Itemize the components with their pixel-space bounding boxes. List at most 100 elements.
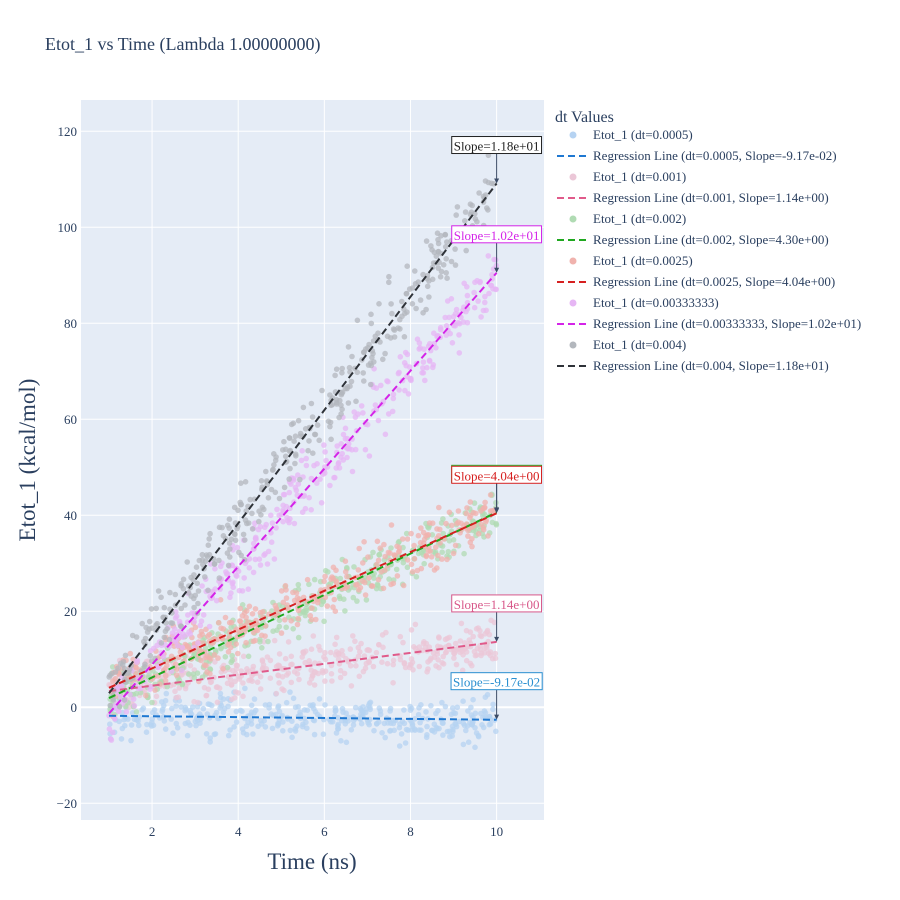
data-point <box>247 496 253 503</box>
data-point <box>463 649 470 655</box>
data-point <box>453 661 460 668</box>
data-point <box>461 550 467 557</box>
data-point <box>482 499 488 506</box>
data-point <box>321 578 327 585</box>
data-point <box>254 679 261 685</box>
data-point <box>182 720 189 727</box>
data-point <box>257 673 264 680</box>
data-point <box>365 554 371 560</box>
data-point <box>394 573 401 579</box>
data-point <box>377 545 384 551</box>
data-point <box>266 705 272 711</box>
data-point <box>178 704 184 710</box>
data-point <box>420 359 427 365</box>
data-point <box>425 548 432 554</box>
data-point <box>353 663 359 669</box>
data-point <box>228 659 234 666</box>
data-point <box>333 634 340 641</box>
data-point <box>419 370 425 376</box>
data-point <box>182 602 188 608</box>
data-point <box>308 646 315 652</box>
data-point <box>158 594 164 601</box>
data-point <box>252 637 258 644</box>
data-point <box>388 301 394 307</box>
x-tick-label: 2 <box>149 824 156 839</box>
legend-entry-scatter: Etot_1 (dt=0.001) <box>593 169 686 184</box>
data-point <box>475 733 482 740</box>
data-point <box>433 345 439 351</box>
data-point <box>220 709 227 716</box>
data-point <box>453 212 460 218</box>
data-point <box>407 375 414 382</box>
data-point <box>213 597 220 604</box>
data-point <box>243 639 249 646</box>
data-point <box>292 433 299 440</box>
data-point <box>199 551 206 558</box>
data-point <box>198 657 204 664</box>
data-point <box>224 680 231 687</box>
data-point <box>439 699 445 706</box>
annotation-box <box>451 465 543 484</box>
data-point <box>306 438 312 444</box>
slope-annotation: Slope=1.18e+01 <box>454 139 540 154</box>
data-point <box>347 646 354 652</box>
legend-entry-line: Regression Line (dt=0.001, Slope=1.14e+0… <box>593 190 829 205</box>
data-point <box>360 370 367 376</box>
data-point <box>287 689 293 695</box>
data-point <box>143 624 149 631</box>
annotation-arrowhead <box>494 178 500 184</box>
data-point <box>249 678 255 684</box>
data-point <box>443 270 450 276</box>
data-point <box>292 451 299 458</box>
data-point <box>332 372 338 379</box>
data-point <box>423 306 429 313</box>
data-point <box>389 408 396 415</box>
data-point <box>169 630 176 636</box>
data-point <box>337 674 344 681</box>
data-point <box>247 712 254 719</box>
legend-marker <box>569 299 577 307</box>
data-point <box>328 671 335 677</box>
data-point <box>245 653 252 660</box>
data-point <box>273 525 279 531</box>
data-point <box>376 301 382 307</box>
data-point <box>403 530 410 537</box>
slope-annotation: Slope=4.04e+00 <box>454 468 540 483</box>
data-point <box>257 686 264 692</box>
data-point <box>237 707 244 714</box>
data-point <box>408 705 415 712</box>
data-point <box>467 499 474 505</box>
data-point <box>447 330 454 337</box>
data-point <box>205 542 212 548</box>
data-point <box>433 710 439 717</box>
data-point <box>338 402 344 409</box>
data-point <box>342 608 348 614</box>
data-point <box>161 604 168 611</box>
data-point <box>199 583 205 589</box>
data-point <box>224 664 231 671</box>
data-point <box>195 640 201 646</box>
data-point <box>164 662 170 669</box>
data-point <box>227 676 234 683</box>
data-point <box>295 417 302 424</box>
data-point <box>140 705 147 711</box>
data-point <box>476 190 482 196</box>
data-point <box>411 726 418 732</box>
data-point <box>335 459 342 466</box>
data-point <box>355 644 362 651</box>
data-point <box>182 708 188 714</box>
data-point <box>355 411 361 417</box>
data-point <box>390 661 397 668</box>
data-point <box>319 387 325 394</box>
data-point <box>333 366 340 373</box>
data-point <box>172 688 178 695</box>
data-point <box>449 723 456 730</box>
data-point <box>300 404 307 411</box>
data-point <box>212 659 218 665</box>
data-point <box>243 508 249 514</box>
data-point <box>308 507 315 513</box>
data-point <box>363 660 370 667</box>
data-point <box>190 671 197 677</box>
data-point <box>390 391 397 398</box>
